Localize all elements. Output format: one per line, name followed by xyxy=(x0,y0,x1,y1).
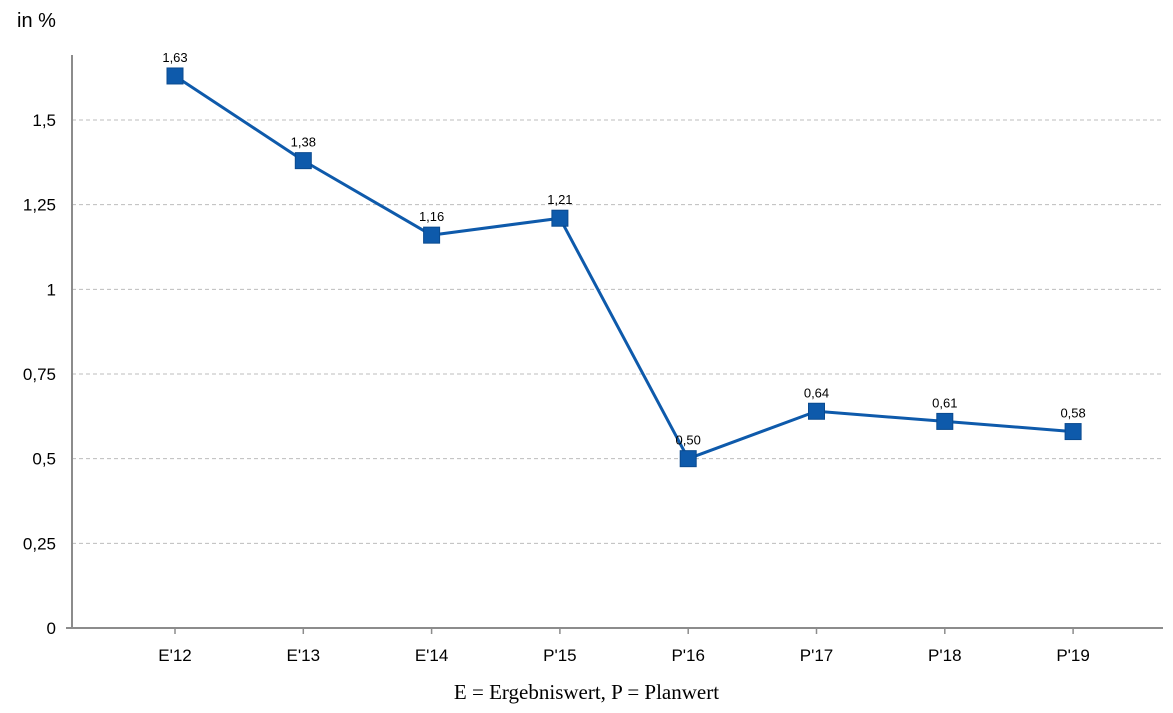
x-tick-label: P'15 xyxy=(543,646,577,665)
data-label: 1,63 xyxy=(162,50,187,65)
y-tick-label: 1 xyxy=(47,280,56,299)
data-label: 1,16 xyxy=(419,209,444,224)
y-tick-label: 1,5 xyxy=(32,111,56,130)
data-point-marker xyxy=(551,209,569,227)
data-label: 1,38 xyxy=(291,135,316,150)
series: 1,63 1,38 1,16 1,21 0,50 0,64 0,61 0,58 xyxy=(162,50,1086,468)
axes: in % xyxy=(17,10,1163,629)
data-point-marker xyxy=(166,67,184,85)
y-tick-label: 0,75 xyxy=(23,365,56,384)
y-tick-label: 0,25 xyxy=(23,534,56,553)
x-tick-label: P'17 xyxy=(800,646,834,665)
y-tick-label: 1,25 xyxy=(23,196,56,215)
y-axis-label: in % xyxy=(17,10,56,32)
data-label: 1,21 xyxy=(547,192,572,207)
data-point-marker xyxy=(423,226,441,244)
x-tick-label: P'19 xyxy=(1056,646,1090,665)
series-line xyxy=(174,74,1074,461)
data-point-marker xyxy=(808,402,825,420)
ticks: 0 0,25 0,5 0,75 1 1,25 1,5 E'12 E'13 E'14 P'15 P'16… xyxy=(23,111,1090,665)
x-tick-label: P'16 xyxy=(671,646,705,665)
x-tick-label: E'14 xyxy=(415,646,449,665)
x-tick-label: P'18 xyxy=(928,646,962,665)
data-point-marker xyxy=(936,412,954,430)
data-label: 0,64 xyxy=(804,385,829,400)
data-label: 0,58 xyxy=(1060,406,1085,421)
data-point-marker xyxy=(294,152,312,170)
y-tick-label: 0 xyxy=(47,619,56,638)
data-point-marker xyxy=(679,450,697,468)
x-tick-label: E'13 xyxy=(287,646,321,665)
footnote: E = Ergebniswert, P = Planwert xyxy=(453,680,720,704)
y-tick-label: 0,5 xyxy=(32,450,56,469)
x-tick-label: E'12 xyxy=(158,646,192,665)
data-label: 0,50 xyxy=(676,433,701,448)
data-point-marker xyxy=(1064,423,1082,441)
gridlines xyxy=(72,119,1163,544)
data-label: 0,61 xyxy=(932,395,957,410)
